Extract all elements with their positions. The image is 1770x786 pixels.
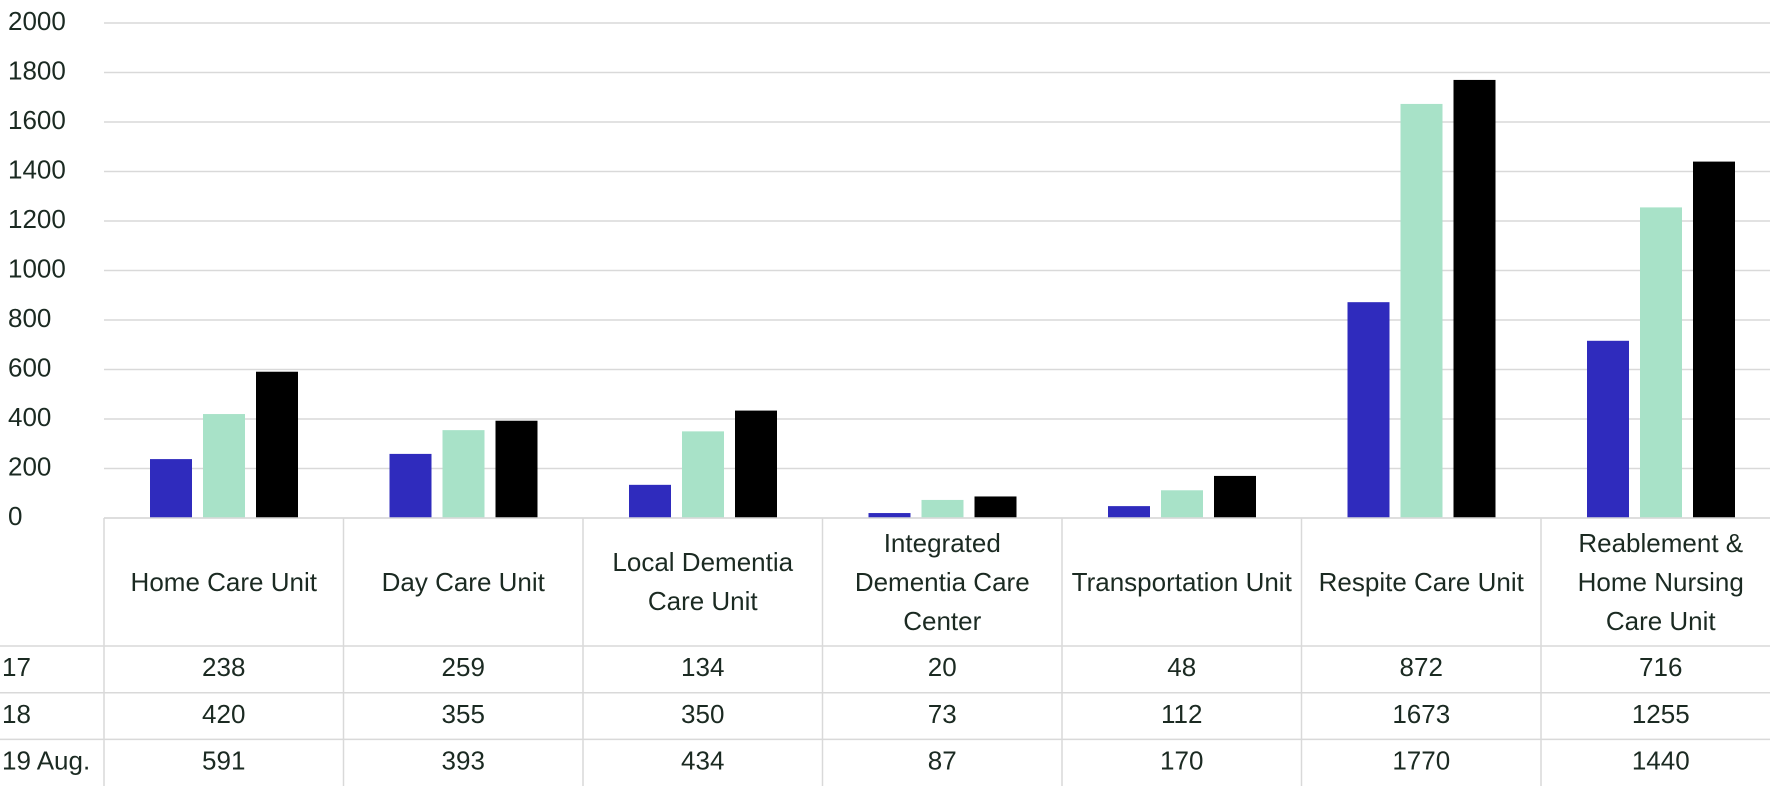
table-value: 48 bbox=[1167, 652, 1196, 682]
y-tick-label: 1200 bbox=[8, 204, 66, 234]
table-value: 73 bbox=[928, 699, 957, 729]
y-tick-label: 0 bbox=[8, 501, 22, 531]
bar bbox=[1453, 79, 1496, 519]
table-value: 134 bbox=[681, 652, 724, 682]
x-tick-label: Integrated Dementia Care Center bbox=[854, 527, 1030, 636]
bar bbox=[868, 513, 911, 518]
y-tick-label: 2000 bbox=[8, 6, 66, 36]
table-value: 591 bbox=[202, 746, 245, 776]
table-value: 1770 bbox=[1392, 746, 1450, 776]
table-value: 872 bbox=[1400, 652, 1443, 682]
legend-label: 18 bbox=[2, 699, 31, 729]
y-tick-label: 1800 bbox=[8, 55, 66, 85]
table-value: 112 bbox=[1161, 699, 1202, 729]
bar bbox=[1587, 340, 1629, 518]
category-cell: Day Care Unit bbox=[381, 566, 545, 597]
y-tick-label: 200 bbox=[8, 451, 51, 481]
x-tick-label: Local Dementia Care Unit bbox=[612, 547, 794, 616]
table-value: 238 bbox=[202, 652, 245, 682]
y-tick-label: 1600 bbox=[8, 105, 66, 135]
y-tick-label: 1000 bbox=[8, 253, 66, 283]
category-cell: Local Dementia Care Unit bbox=[612, 547, 794, 616]
y-tick-label: 400 bbox=[8, 402, 51, 432]
bar bbox=[682, 431, 724, 518]
table-value: 350 bbox=[681, 699, 724, 729]
bar bbox=[1347, 302, 1390, 518]
table-value: 420 bbox=[202, 699, 245, 729]
bar bbox=[1400, 103, 1443, 519]
category-cell: Transportation Unit bbox=[1071, 566, 1292, 597]
x-tick-label: Transportation Unit bbox=[1071, 566, 1292, 597]
y-tick-label: 800 bbox=[8, 303, 51, 333]
category-cell: Reablement & Home Nursing Care Unit bbox=[1577, 527, 1744, 636]
bar bbox=[495, 420, 538, 518]
bar bbox=[203, 414, 245, 518]
bar bbox=[442, 430, 485, 518]
bar bbox=[1640, 207, 1682, 518]
y-tick-label: 1400 bbox=[8, 154, 66, 184]
table-value: 259 bbox=[442, 652, 485, 682]
bar bbox=[735, 410, 777, 518]
table-value: 87 bbox=[928, 746, 957, 776]
bar bbox=[1214, 475, 1256, 518]
bar bbox=[974, 496, 1017, 518]
bar bbox=[1108, 506, 1150, 518]
table-value: 1255 bbox=[1632, 699, 1690, 729]
x-tick-label: Respite Care Unit bbox=[1318, 566, 1524, 597]
bar bbox=[921, 499, 964, 518]
category-cell: Respite Care Unit bbox=[1318, 566, 1524, 597]
x-tick-label: Reablement & Home Nursing Care Unit bbox=[1577, 527, 1744, 636]
table-value: 393 bbox=[442, 746, 485, 776]
table-value: 1673 bbox=[1392, 699, 1450, 729]
x-tick-label: Day Care Unit bbox=[381, 566, 545, 597]
category-cell: Home Care Unit bbox=[130, 566, 317, 597]
y-tick-label: 600 bbox=[8, 352, 51, 382]
table-value: 20 bbox=[928, 652, 957, 682]
table-value: 1440 bbox=[1632, 746, 1690, 776]
category-cell: Integrated Dementia Care Center bbox=[854, 527, 1030, 636]
x-tick-label: Home Care Unit bbox=[130, 566, 317, 597]
bar bbox=[1161, 490, 1203, 518]
table-value: 170 bbox=[1160, 746, 1203, 776]
legend-label: 19 Aug. bbox=[2, 746, 90, 776]
bar bbox=[629, 484, 671, 518]
bar bbox=[256, 371, 298, 518]
table-value: 434 bbox=[681, 746, 724, 776]
bar bbox=[389, 453, 432, 518]
table-value: 355 bbox=[442, 699, 485, 729]
table-value: 716 bbox=[1639, 652, 1682, 682]
bar bbox=[1693, 161, 1735, 518]
legend-label: 17 bbox=[2, 652, 31, 682]
bar bbox=[150, 459, 192, 518]
